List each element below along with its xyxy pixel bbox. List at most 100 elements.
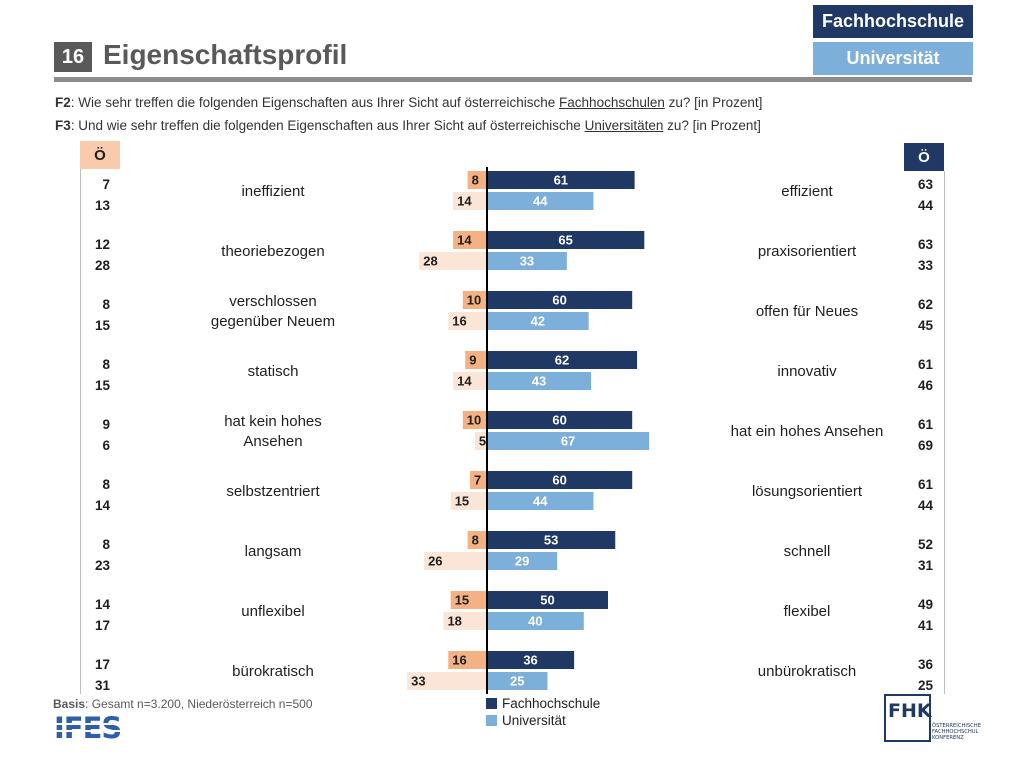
legend-label-fachhochschule: Fachhochschule bbox=[502, 696, 601, 711]
fhk-logo-main: FHK bbox=[888, 700, 933, 722]
row-4-oe-positive-fh: 61 bbox=[918, 357, 934, 372]
row-1-label-fh-positive: 61 bbox=[554, 173, 568, 188]
row-6-label-fh-negative: 7 bbox=[474, 473, 481, 488]
row-2-bar-uni-negative bbox=[419, 252, 487, 270]
row-8-label-uni-negative: 18 bbox=[447, 614, 461, 629]
row-2-label-uni-negative: 28 bbox=[423, 254, 437, 269]
row-2-bar-fh-positive bbox=[487, 231, 645, 249]
row-8-bar-fh-negative bbox=[450, 591, 487, 609]
row-4-label-fh-positive: 62 bbox=[555, 353, 569, 368]
basis-label: Basis bbox=[53, 697, 86, 711]
row-6-label-uni-positive: 44 bbox=[533, 494, 548, 509]
fhk-logo-sub-2: FACHHOCHSCHUL bbox=[932, 729, 979, 735]
row-3-bar-uni-negative bbox=[448, 312, 487, 330]
row-5-bar-fh-negative bbox=[462, 411, 487, 429]
row-8-bar-fh-positive bbox=[487, 591, 608, 609]
row-3-oe-positive-fh: 62 bbox=[918, 297, 933, 312]
row-2-positive-attribute-1: praxisorientiert bbox=[758, 243, 857, 260]
row-4-bar-uni-negative bbox=[453, 372, 487, 390]
row-1-negative-attribute-1: ineffizient bbox=[241, 183, 305, 200]
row-3-negative-attribute-2: gegenüber Neuem bbox=[211, 313, 335, 330]
row-6-bar-fh-negative bbox=[470, 471, 487, 489]
row-8-bar-uni-negative bbox=[443, 612, 487, 630]
row-5-bar-uni-negative bbox=[474, 432, 487, 450]
row-6-positive-attribute-1: lösungsorientiert bbox=[752, 483, 863, 500]
question-f2-code: F2 bbox=[55, 95, 71, 110]
row-5-label-fh-positive: 60 bbox=[552, 413, 566, 428]
row-7-negative-attribute-1: langsam bbox=[245, 543, 302, 560]
row-2-oe-negative-fh: 12 bbox=[95, 237, 110, 252]
ifes-logo-text: IFES bbox=[54, 713, 121, 740]
fhk-logo-sub-1: ÖSTERREICHISCHE bbox=[932, 722, 981, 729]
title-divider bbox=[54, 77, 972, 82]
row-4-oe-negative-fh: 8 bbox=[102, 357, 110, 372]
row-6-bar-uni-negative bbox=[450, 492, 487, 510]
row-6-oe-negative-fh: 8 bbox=[102, 477, 110, 492]
row-8-oe-negative-fh: 14 bbox=[95, 597, 111, 612]
row-7-label-fh-positive: 53 bbox=[544, 533, 558, 548]
row-6-bar-fh-positive bbox=[487, 471, 633, 489]
row-9-oe-negative-fh: 17 bbox=[95, 657, 110, 672]
row-7-bar-fh-positive bbox=[487, 531, 616, 549]
basis-note: Basis: Gesamt n=3.200, Niederösterreich … bbox=[53, 697, 313, 711]
row-3-oe-positive-uni: 45 bbox=[918, 318, 934, 333]
row-6-label-uni-negative: 15 bbox=[455, 494, 469, 509]
row-5-label-uni-positive: 67 bbox=[561, 434, 575, 449]
row-9-negative-attribute-1: bürokratisch bbox=[232, 663, 314, 680]
row-9-oe-positive-uni: 25 bbox=[918, 678, 934, 693]
row-9-label-uni-positive: 25 bbox=[510, 674, 524, 689]
row-5-positive-attribute-1: hat ein hohes Ansehen bbox=[731, 423, 884, 440]
row-4-label-uni-positive: 43 bbox=[532, 374, 546, 389]
row-3-oe-negative-fh: 8 bbox=[102, 297, 110, 312]
row-4-negative-attribute-1: statisch bbox=[248, 363, 299, 380]
fhk-logo: FHK ÖSTERREICHISCHE FACHHOCHSCHUL KONFER… bbox=[884, 694, 981, 742]
left-column-header: Ö bbox=[80, 141, 120, 169]
row-6-oe-positive-uni: 44 bbox=[918, 498, 934, 513]
row-1-bar-uni-negative bbox=[453, 192, 487, 210]
row-7-label-uni-positive: 29 bbox=[515, 554, 529, 569]
row-5-oe-positive-uni: 69 bbox=[918, 438, 933, 453]
page-title: Eigenschaftsprofil bbox=[103, 39, 348, 70]
row-7-oe-negative-uni: 23 bbox=[95, 558, 111, 573]
row-3-label-uni-positive: 42 bbox=[531, 314, 545, 329]
row-1-positive-attribute-1: effizient bbox=[781, 183, 833, 200]
row-7-bar-uni-positive bbox=[487, 552, 558, 570]
row-7-positive-attribute-1: schnell bbox=[784, 543, 831, 560]
right-column-header: Ö bbox=[904, 143, 944, 171]
header-legend-fachhochschule: Fachhochschule bbox=[813, 5, 973, 38]
row-7-bar-uni-negative bbox=[424, 552, 487, 570]
question-f2-underlined: Fachhochschulen bbox=[559, 95, 665, 110]
legend-item-universitaet: Universität bbox=[486, 713, 566, 728]
row-3-positive-attribute-1: offen für Neues bbox=[756, 303, 858, 320]
row-8-label-fh-positive: 50 bbox=[540, 593, 554, 608]
row-1-bar-uni-positive bbox=[487, 192, 594, 210]
row-1-oe-positive-uni: 44 bbox=[918, 198, 934, 213]
row-5-oe-negative-fh: 9 bbox=[102, 417, 110, 432]
row-8-oe-positive-fh: 49 bbox=[918, 597, 933, 612]
row-7-label-uni-negative: 26 bbox=[428, 554, 442, 569]
question-f2-text-b: zu? [in Prozent] bbox=[664, 95, 763, 110]
question-f3: F3: Und wie sehr treffen die folgenden E… bbox=[55, 118, 761, 133]
row-9-bar-uni-negative bbox=[407, 672, 487, 690]
row-4-bar-uni-positive bbox=[487, 372, 592, 390]
row-1-bar-fh-negative bbox=[467, 171, 487, 189]
row-8-label-uni-positive: 40 bbox=[528, 614, 542, 629]
row-7-oe-positive-uni: 31 bbox=[918, 558, 934, 573]
fhk-logo-sub-3: KONFERENZ bbox=[932, 735, 964, 741]
row-1-label-uni-negative: 14 bbox=[457, 194, 472, 209]
question-f3-underlined: Universitäten bbox=[584, 118, 664, 133]
question-f3-text-a: : Und wie sehr treffen die folgenden Eig… bbox=[70, 118, 585, 133]
row-9-oe-negative-uni: 31 bbox=[95, 678, 111, 693]
row-9-label-fh-negative: 16 bbox=[452, 653, 466, 668]
row-2-bar-uni-positive bbox=[487, 252, 567, 270]
page-number: 16 bbox=[54, 42, 92, 72]
left-column-divider bbox=[80, 169, 81, 694]
row-7-bar-fh-negative bbox=[467, 531, 487, 549]
row-2-bar-fh-negative bbox=[453, 231, 487, 249]
row-7-label-fh-negative: 8 bbox=[472, 533, 479, 548]
row-8-label-fh-negative: 15 bbox=[455, 593, 469, 608]
row-8-negative-attribute-1: unflexibel bbox=[241, 603, 304, 620]
row-5-oe-negative-uni: 6 bbox=[102, 438, 110, 453]
row-4-oe-positive-uni: 46 bbox=[918, 378, 934, 393]
